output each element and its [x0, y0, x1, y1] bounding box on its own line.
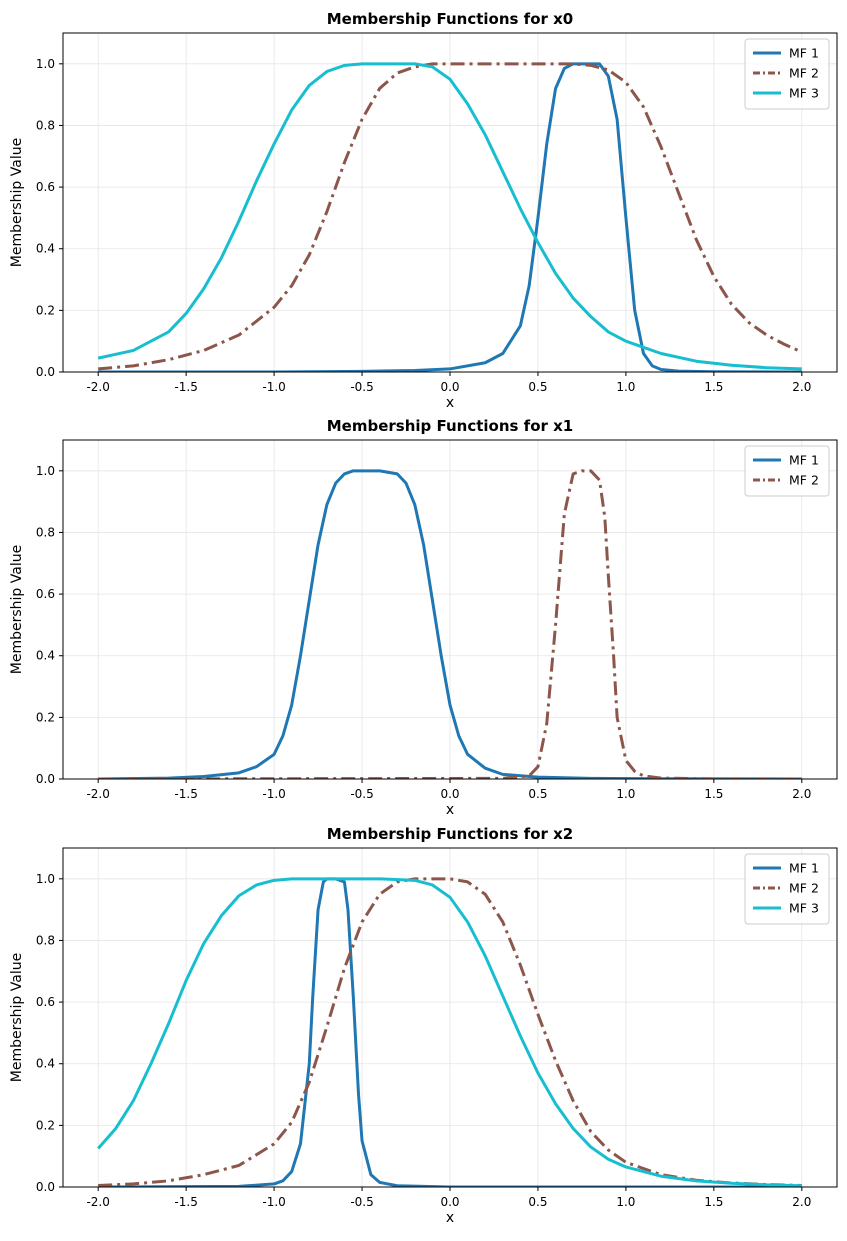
x-tick-label: 2.0 — [792, 787, 811, 801]
series-line-mf-3 — [97, 62, 802, 371]
x-tick-label: -1.0 — [262, 380, 285, 394]
x-tick-label: 1.0 — [616, 1195, 635, 1209]
x-tick-label: 1.5 — [704, 380, 723, 394]
chart-panel-1: -2.0 -1.5 -1.0 -0.5 0.0 0.5 1.0 1.5 2.0 0.0 0.2 0.4… — [9, 417, 838, 818]
legend-label: MF 3 — [789, 901, 819, 916]
legend-label: MF 1 — [789, 46, 819, 61]
legend-label: MF 2 — [789, 881, 819, 896]
series-line-mf-1 — [98, 469, 802, 779]
y-tick-label: 1.0 — [36, 57, 55, 71]
x-tick-label: -1.5 — [174, 787, 197, 801]
x-tick-label: -0.5 — [350, 1195, 373, 1209]
x-tick-label: -2.0 — [86, 380, 109, 394]
x-tick-label: 1.5 — [704, 1195, 723, 1209]
y-axis-label: Membership Value — [9, 953, 25, 1082]
y-tick-label: 0.4 — [36, 649, 55, 663]
y-tick-label: 0.6 — [36, 180, 55, 194]
x-tick-label: 0.0 — [440, 1195, 459, 1209]
y-tick-label: 1.0 — [36, 872, 55, 886]
y-axis-label: Membership Value — [9, 138, 25, 267]
x-tick-label: -0.5 — [350, 380, 373, 394]
x-tick-label: 2.0 — [792, 1195, 811, 1209]
series-group — [97, 877, 802, 1187]
series-line-mf-2 — [98, 62, 803, 371]
x-tick-label: -2.0 — [86, 787, 109, 801]
x-axis-label: x — [446, 395, 454, 411]
y-tick-label: 0.4 — [36, 1057, 55, 1071]
x-axis-label: x — [446, 802, 454, 818]
chart-title: Membership Functions for x1 — [327, 417, 574, 435]
x-tick-label: -1.5 — [174, 380, 197, 394]
legend: MF 1 MF 2 MF 3 — [744, 38, 830, 110]
series-line-mf-2 — [98, 877, 802, 1187]
x-tick-label: -2.0 — [86, 1195, 109, 1209]
chart-title: Membership Functions for x0 — [327, 10, 574, 28]
legend: MF 1 MF 2 — [744, 445, 830, 497]
y-tick-label: 1.0 — [36, 464, 55, 478]
x-tick-label: 1.0 — [616, 380, 635, 394]
y-tick-label: 0.0 — [36, 772, 55, 786]
series-group — [97, 62, 803, 372]
x-tick-label: -1.0 — [262, 1195, 285, 1209]
y-tick-label: 0.0 — [36, 1180, 55, 1194]
x-tick-label: 0.5 — [528, 1195, 547, 1209]
x-tick-label: 0.0 — [440, 380, 459, 394]
y-tick-label: 0.4 — [36, 242, 55, 256]
y-tick-label: 0.8 — [36, 933, 55, 947]
chart-panel-0: -2.0 -1.5 -1.0 -0.5 0.0 0.5 1.0 1.5 2.0 0.0 0.2 0.4… — [9, 10, 838, 411]
series-line-mf-3 — [97, 877, 802, 1187]
series-line-mf-1 — [98, 62, 802, 372]
chart-panel-2: -2.0 -1.5 -1.0 -0.5 0.0 0.5 1.0 1.5 2.0 0.0 0.2 0.4… — [9, 825, 838, 1226]
y-tick-label: 0.8 — [36, 118, 55, 132]
x-tick-label: 0.5 — [528, 380, 547, 394]
x-tick-label: 1.5 — [704, 787, 723, 801]
x-tick-label: 0.5 — [528, 787, 547, 801]
series-line-mf-2 — [98, 469, 802, 779]
legend-label: MF 1 — [789, 861, 819, 876]
y-axis-label: Membership Value — [9, 545, 25, 674]
legend-label: MF 2 — [789, 473, 819, 488]
chart-title: Membership Functions for x2 — [327, 825, 574, 843]
x-tick-label: 2.0 — [792, 380, 811, 394]
legend-label: MF 2 — [789, 66, 819, 81]
x-tick-label: -1.5 — [174, 1195, 197, 1209]
y-tick-label: 0.6 — [36, 995, 55, 1009]
y-tick-label: 0.2 — [36, 1118, 55, 1132]
x-tick-label: -0.5 — [350, 787, 373, 801]
series-group — [98, 469, 802, 779]
legend-label: MF 3 — [789, 86, 819, 101]
x-tick-label: 1.0 — [616, 787, 635, 801]
y-tick-label: 0.8 — [36, 525, 55, 539]
legend: MF 1 MF 2 MF 3 — [744, 853, 830, 925]
y-tick-label: 0.6 — [36, 587, 55, 601]
y-tick-label: 0.2 — [36, 303, 55, 317]
x-tick-label: 0.0 — [440, 787, 459, 801]
x-axis-label: x — [446, 1210, 454, 1226]
y-tick-label: 0.0 — [36, 365, 55, 379]
y-tick-label: 0.2 — [36, 710, 55, 724]
x-tick-label: -1.0 — [262, 787, 285, 801]
legend-label: MF 1 — [789, 453, 819, 468]
